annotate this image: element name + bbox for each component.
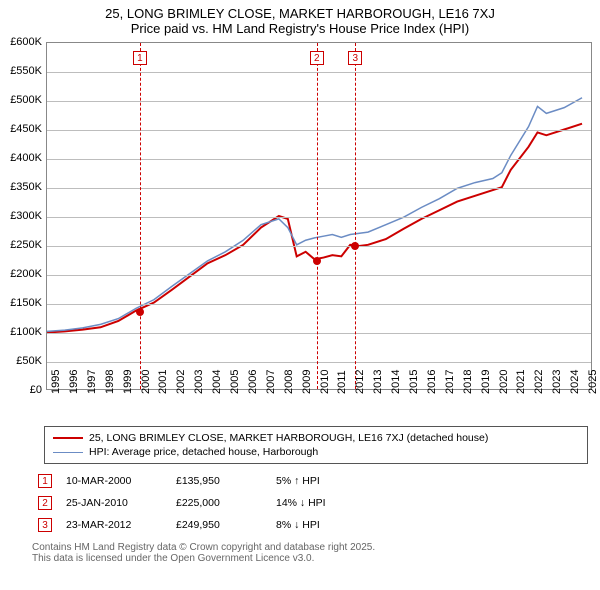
- sale-marker-box: 1: [133, 51, 147, 65]
- series-hpi: [47, 98, 582, 332]
- attribution-block: Contains HM Land Registry data © Crown c…: [32, 542, 588, 564]
- sale-marker-dot: [313, 257, 321, 265]
- y-axis-label: £500K: [0, 94, 42, 106]
- sales-row: 3 23-MAR-2012£249,9508% ↓ HPI: [32, 514, 588, 536]
- chart-title-line2: Price paid vs. HM Land Registry's House …: [4, 21, 596, 36]
- y-axis-label: £550K: [0, 65, 42, 77]
- sales-row-price: £249,950: [176, 519, 276, 531]
- y-axis-label: £450K: [0, 123, 42, 135]
- sale-marker-box: 2: [310, 51, 324, 65]
- attribution-line1: Contains HM Land Registry data © Crown c…: [32, 542, 588, 553]
- sales-row-date: 23-MAR-2012: [66, 519, 176, 531]
- sale-marker-line: [317, 43, 318, 389]
- sales-row-delta: 8% ↓ HPI: [276, 519, 396, 531]
- y-axis-label: £100K: [0, 326, 42, 338]
- y-axis-label: £300K: [0, 210, 42, 222]
- sales-row: 2 25-JAN-2010£225,00014% ↓ HPI: [32, 492, 588, 514]
- sales-row-delta: 5% ↑ HPI: [276, 475, 396, 487]
- sale-marker-line: [355, 43, 356, 389]
- y-axis-label: £0: [0, 384, 42, 396]
- legend-box: 25, LONG BRIMLEY CLOSE, MARKET HARBOROUG…: [44, 426, 588, 464]
- gridline-h: [47, 188, 591, 189]
- series-svg: [47, 43, 591, 389]
- sales-row-price: £135,950: [176, 475, 276, 487]
- y-axis-label: £400K: [0, 152, 42, 164]
- legend-label: 25, LONG BRIMLEY CLOSE, MARKET HARBOROUG…: [89, 432, 488, 444]
- sales-row-index: 2: [38, 496, 52, 510]
- sales-row-date: 25-JAN-2010: [66, 497, 176, 509]
- legend-item: 25, LONG BRIMLEY CLOSE, MARKET HARBOROUG…: [53, 431, 579, 445]
- gridline-h: [47, 362, 591, 363]
- sales-row-price: £225,000: [176, 497, 276, 509]
- sales-row: 1 10-MAR-2000£135,9505% ↑ HPI: [32, 470, 588, 492]
- series-price_paid: [47, 124, 582, 333]
- chart-title-block: 25, LONG BRIMLEY CLOSE, MARKET HARBOROUG…: [0, 0, 600, 38]
- gridline-h: [47, 130, 591, 131]
- gridline-h: [47, 72, 591, 73]
- sales-row-index: 3: [38, 518, 52, 532]
- gridline-h: [47, 101, 591, 102]
- chart-title-line1: 25, LONG BRIMLEY CLOSE, MARKET HARBOROUG…: [4, 6, 596, 21]
- gridline-h: [47, 246, 591, 247]
- legend-label: HPI: Average price, detached house, Harb…: [89, 446, 318, 458]
- sale-marker-line: [140, 43, 141, 389]
- legend-item: HPI: Average price, detached house, Harb…: [53, 445, 579, 459]
- sales-table: 1 10-MAR-2000£135,9505% ↑ HPI 2 25-JAN-2010…: [32, 470, 588, 536]
- sale-marker-box: 3: [348, 51, 362, 65]
- sale-marker-dot: [136, 308, 144, 316]
- gridline-h: [47, 217, 591, 218]
- gridline-h: [47, 304, 591, 305]
- y-axis-label: £150K: [0, 297, 42, 309]
- sales-row-index: 1: [38, 474, 52, 488]
- sales-row-date: 10-MAR-2000: [66, 475, 176, 487]
- y-axis-label: £600K: [0, 36, 42, 48]
- gridline-h: [47, 275, 591, 276]
- legend-swatch: [53, 437, 83, 439]
- gridline-h: [47, 333, 591, 334]
- gridline-h: [47, 159, 591, 160]
- legend-swatch: [53, 452, 83, 453]
- chart-area: 1 2 3 £0 £50K £100K £150K £200K £250K £300K £350K…: [2, 38, 598, 418]
- y-axis-label: £250K: [0, 239, 42, 251]
- y-axis-label: £50K: [0, 355, 42, 367]
- sale-marker-dot: [351, 242, 359, 250]
- plot-area: 1 2 3: [46, 42, 592, 390]
- attribution-line2: This data is licensed under the Open Gov…: [32, 553, 588, 564]
- x-axis-label: 2025: [587, 370, 600, 394]
- sales-row-delta: 14% ↓ HPI: [276, 497, 396, 509]
- y-axis-label: £200K: [0, 268, 42, 280]
- y-axis-label: £350K: [0, 181, 42, 193]
